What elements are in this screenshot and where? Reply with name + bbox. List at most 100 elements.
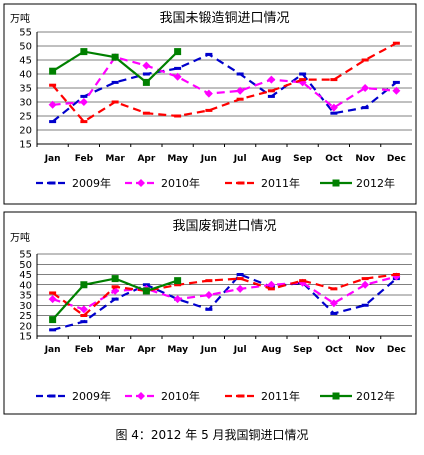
x-tick-label: Oct	[325, 154, 343, 164]
series-2012年	[49, 48, 182, 86]
data-point	[79, 305, 88, 314]
x-tick-label: Feb	[75, 154, 94, 164]
y-tick-label: 30	[19, 301, 32, 312]
data-point	[236, 86, 245, 95]
data-point	[330, 78, 338, 82]
x-tick-label: Nov	[355, 345, 375, 355]
data-point	[205, 307, 213, 311]
data-point	[80, 314, 88, 317]
legend: 2009年 2010年 2011年 2012年	[36, 176, 395, 190]
legend-marker	[237, 394, 245, 398]
series-line	[52, 275, 397, 311]
data-point	[330, 111, 338, 115]
x-tick-label: Oct	[325, 345, 343, 355]
data-point	[48, 100, 57, 109]
data-point	[299, 78, 307, 82]
data-point	[173, 295, 182, 304]
x-tick-label: Dec	[387, 154, 406, 164]
data-point	[267, 94, 275, 98]
y-tick-label: 15	[19, 332, 32, 343]
data-point	[111, 53, 119, 61]
data-point	[236, 97, 244, 101]
data-point	[267, 287, 275, 291]
data-point	[236, 273, 244, 276]
data-point	[142, 61, 151, 70]
data-point	[173, 72, 182, 81]
x-tick-label: Sep	[293, 345, 313, 355]
legend-marker	[48, 394, 56, 398]
y-tick-label: 45	[19, 270, 32, 281]
chart-title: 我国未锻造铜进口情况	[159, 11, 289, 26]
series-line	[52, 273, 398, 331]
legend-marker	[48, 181, 56, 185]
data-point	[236, 72, 244, 76]
legend: 2009年 2010年 2011年 2012年	[36, 389, 395, 403]
data-point	[174, 277, 182, 285]
data-point	[49, 291, 57, 295]
y-tick-label: 20	[19, 126, 32, 137]
y-tick-label: 25	[19, 311, 32, 322]
x-tick-label: Jun	[200, 345, 217, 355]
y-tick-label: 35	[19, 291, 32, 302]
chart-1: 我国未锻造铜进口情况 万吨 15 20 25 30 35 40 45 50 55 Jan Feb Mar A…	[3, 3, 417, 205]
data-point	[361, 106, 369, 110]
data-point	[142, 72, 150, 76]
series-line	[51, 53, 398, 123]
legend-label: 2012年	[356, 389, 395, 403]
data-point	[267, 75, 276, 84]
x-tick-label: Aug	[261, 345, 281, 355]
y-tick-label: 45	[19, 56, 32, 67]
legend-label: 2012年	[356, 176, 395, 190]
data-point	[79, 98, 88, 106]
series-2011年	[49, 41, 400, 124]
series-line	[51, 42, 397, 124]
legend-marker	[332, 179, 340, 187]
data-point	[330, 287, 338, 291]
x-tick-label: Mar	[105, 345, 125, 355]
data-point	[111, 285, 119, 289]
y-tick-label: 35	[19, 84, 32, 95]
data-point	[361, 303, 369, 307]
data-point	[205, 279, 213, 283]
data-point	[330, 311, 338, 315]
data-point	[49, 120, 57, 124]
x-tick-label: Dec	[387, 345, 406, 355]
data-point	[267, 89, 275, 93]
data-point	[299, 72, 307, 76]
chart-title: 我国废铜进口情况	[172, 218, 276, 234]
data-point	[361, 58, 369, 62]
y-tick-label: 50	[19, 42, 32, 53]
data-point	[111, 80, 119, 84]
data-point	[329, 103, 338, 112]
data-point	[142, 283, 150, 287]
x-tick-label: Jan	[44, 345, 61, 355]
data-point	[361, 84, 370, 92]
data-point	[204, 89, 213, 98]
data-point	[392, 273, 400, 276]
data-point	[49, 328, 57, 332]
data-point	[174, 114, 182, 118]
y-unit-label: 万吨	[10, 231, 30, 244]
legend-marker	[332, 392, 340, 400]
y-tick-label: 15	[19, 140, 32, 151]
data-point	[142, 287, 150, 295]
data-point	[111, 297, 119, 301]
y-tick-label: 55	[19, 250, 32, 261]
x-tick-label: May	[167, 345, 188, 355]
data-point	[174, 48, 182, 56]
data-point	[111, 100, 119, 104]
x-tick-label: May	[167, 154, 188, 164]
legend-marker	[137, 392, 145, 400]
data-point	[80, 320, 88, 324]
legend-marker	[137, 179, 145, 187]
data-point	[236, 277, 244, 281]
data-point	[299, 279, 307, 283]
data-point	[392, 41, 400, 45]
data-point	[142, 78, 150, 86]
legend-label: 2011年	[261, 176, 300, 190]
figure-caption: 图 4：2012 年 5 月我国铜进口情况	[115, 428, 309, 442]
series-line	[52, 55, 397, 109]
series-2009年	[49, 52, 400, 124]
